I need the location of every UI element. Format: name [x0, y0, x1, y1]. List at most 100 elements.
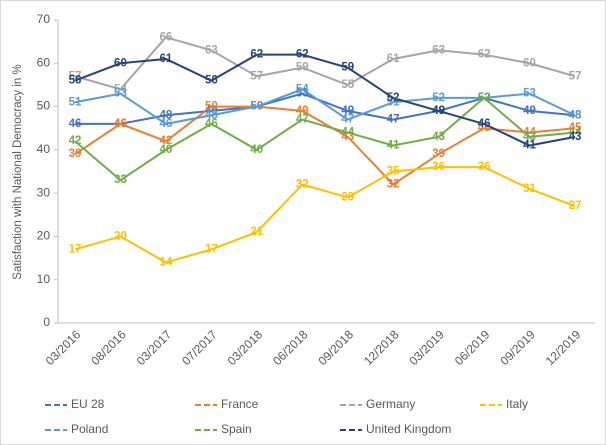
data-label: 57	[69, 70, 82, 82]
data-label: 48	[160, 109, 173, 121]
data-label: 41	[387, 140, 400, 152]
data-label: 57	[250, 70, 263, 82]
data-label: 35	[387, 166, 400, 178]
data-label: 50	[250, 101, 263, 113]
y-tick-label: 60	[37, 55, 51, 69]
data-label: 55	[341, 79, 354, 91]
data-label: 66	[160, 31, 173, 43]
data-label: 47	[341, 114, 354, 126]
data-label: 59	[296, 62, 309, 74]
data-label: 49	[296, 105, 309, 117]
data-label: 46	[114, 118, 127, 130]
y-tick-label: 40	[37, 142, 51, 156]
data-label: 62	[296, 49, 309, 61]
data-label: 49	[432, 105, 445, 117]
data-label: 62	[250, 49, 263, 61]
data-label: 49	[523, 105, 536, 117]
series-line	[75, 92, 576, 125]
data-label: 39	[432, 148, 445, 160]
data-label: 48	[569, 109, 582, 121]
series-line	[74, 53, 576, 147]
data-label: 52	[478, 92, 491, 104]
legend-label: France	[221, 397, 259, 411]
data-label: 52	[387, 92, 400, 104]
y-tick-label: 10	[37, 272, 51, 286]
data-label: 14	[160, 256, 173, 268]
data-label: 50	[205, 101, 218, 113]
data-label: 52	[478, 92, 491, 104]
series-line	[74, 88, 576, 125]
data-label: 56	[205, 75, 218, 87]
legend-label: Germany	[366, 397, 415, 411]
data-label: 31	[523, 183, 536, 195]
data-label: 52	[432, 92, 445, 104]
legend-label: Spain	[221, 422, 252, 436]
legend-label: Poland	[71, 422, 108, 436]
data-label: 60	[523, 57, 536, 69]
data-label: 43	[523, 131, 536, 143]
data-label: 49	[205, 105, 218, 117]
data-label: 62	[478, 49, 491, 61]
data-label: 53	[114, 88, 127, 100]
data-label: 44	[523, 127, 536, 139]
data-label: 21	[250, 226, 263, 238]
data-label: 61	[387, 53, 400, 65]
data-label: 20	[114, 230, 127, 242]
y-tick-label: 70	[37, 12, 51, 26]
data-label: 52	[478, 92, 491, 104]
data-label: 29	[341, 192, 354, 204]
data-label: 32	[387, 179, 400, 191]
data-label: 54	[114, 83, 127, 95]
data-label: 63	[205, 44, 218, 56]
data-label: 41	[523, 140, 536, 152]
legend-label: Italy	[506, 397, 528, 411]
y-tick-label: 30	[37, 185, 51, 199]
data-label: 32	[296, 179, 309, 191]
data-label: 46	[205, 118, 218, 130]
data-label: 43	[341, 131, 354, 143]
data-label: 54	[296, 83, 309, 95]
data-label: 36	[478, 161, 491, 173]
data-label: 63	[432, 44, 445, 56]
data-label: 60	[114, 57, 127, 69]
data-label: 46	[114, 118, 127, 130]
y-axis-title: Satisfaction with National Democracy in …	[12, 64, 24, 279]
data-label: 33	[114, 174, 127, 186]
data-label: 49	[341, 105, 354, 117]
series-line	[74, 96, 576, 182]
data-label: 39	[69, 148, 82, 160]
data-label: 43	[569, 131, 582, 143]
data-label: 51	[69, 96, 82, 108]
data-label: 27	[569, 200, 582, 212]
data-label: 48	[569, 109, 582, 121]
data-label: 50	[250, 101, 263, 113]
data-label: 48	[205, 109, 218, 121]
data-label: 45	[569, 122, 582, 134]
data-label: 47	[296, 114, 309, 126]
data-label: 43	[432, 131, 445, 143]
data-label: 17	[69, 243, 82, 255]
data-label: 51	[387, 96, 400, 108]
legend-label: United Kingdom	[366, 422, 451, 436]
legend-label: EU 28	[71, 397, 105, 411]
y-tick-label: 0	[43, 315, 50, 329]
series-line	[74, 36, 576, 91]
y-tick-label: 20	[37, 229, 51, 243]
data-label: 44	[341, 127, 354, 139]
data-label: 40	[250, 144, 263, 156]
data-label: 53	[523, 88, 536, 100]
data-label: 17	[205, 243, 218, 255]
data-label: 50	[250, 101, 263, 113]
y-tick-label: 50	[37, 99, 51, 113]
data-label: 47	[387, 114, 400, 126]
data-label: 46	[478, 118, 491, 130]
data-label: 46	[160, 118, 173, 130]
data-label: 36	[432, 161, 445, 173]
data-label: 40	[160, 144, 173, 156]
data-label: 42	[69, 135, 82, 147]
data-label: 56	[69, 75, 82, 87]
data-label: 57	[569, 70, 582, 82]
series-line	[74, 166, 576, 264]
